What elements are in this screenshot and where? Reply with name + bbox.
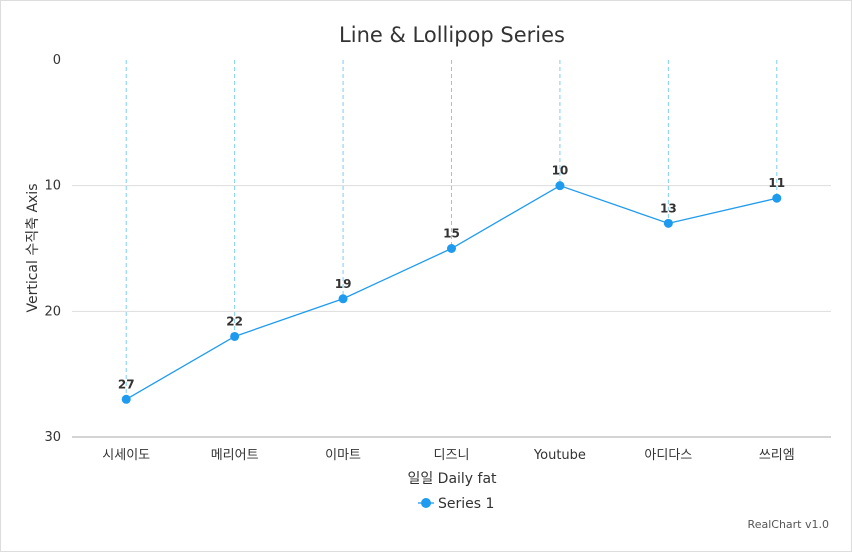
x-tick-label: 디즈니: [434, 448, 470, 463]
x-tick-label: 아디다스: [644, 448, 692, 463]
x-tick-label: 시세이도: [102, 448, 150, 463]
x-tick-label: 메리어트: [211, 448, 259, 463]
y-axis-ticks: 0 10 20 30: [44, 53, 61, 445]
data-label: 15: [443, 227, 460, 241]
y-tick-label: 10: [44, 179, 61, 194]
lollipop-lines: [125, 60, 778, 400]
x-tick-label: 이마트: [325, 448, 361, 463]
data-label: 19: [335, 277, 352, 291]
series-points: [121, 181, 782, 404]
data-point[interactable]: [338, 294, 348, 304]
legend[interactable]: Series 1: [418, 496, 494, 512]
data-point[interactable]: [555, 181, 565, 191]
data-label: 11: [768, 176, 785, 190]
data-point[interactable]: [447, 244, 456, 253]
data-label: 22: [226, 314, 243, 328]
data-point[interactable]: [663, 218, 673, 228]
legend-marker-icon: [421, 498, 431, 508]
legend-label: Series 1: [438, 496, 494, 512]
data-label: 13: [660, 201, 677, 215]
y-tick-label: 30: [44, 430, 61, 445]
grid: [72, 185, 831, 438]
x-axis-title: 일일 Daily fat: [407, 471, 497, 487]
data-label: 10: [552, 164, 569, 178]
y-tick-label: 20: [44, 304, 61, 319]
y-tick-label: 0: [53, 53, 61, 68]
data-point[interactable]: [230, 331, 240, 341]
y-axis-title: Vertical 수직축 Axis: [25, 184, 41, 313]
x-tick-label: 쓰리엠: [759, 448, 795, 463]
data-label: 27: [118, 377, 135, 391]
x-axis-ticks: 시세이도 메리어트 이마트 디즈니 Youtube 아디다스 쓰리엠: [102, 448, 794, 463]
chart-title: Line & Lollipop Series: [339, 23, 565, 47]
credit-text: RealChart v1.0: [748, 518, 829, 531]
data-point[interactable]: [772, 193, 782, 203]
x-tick-label: Youtube: [533, 448, 586, 463]
data-labels: 27 22 19 15 10 13 11: [118, 164, 785, 392]
data-point[interactable]: [121, 394, 131, 404]
